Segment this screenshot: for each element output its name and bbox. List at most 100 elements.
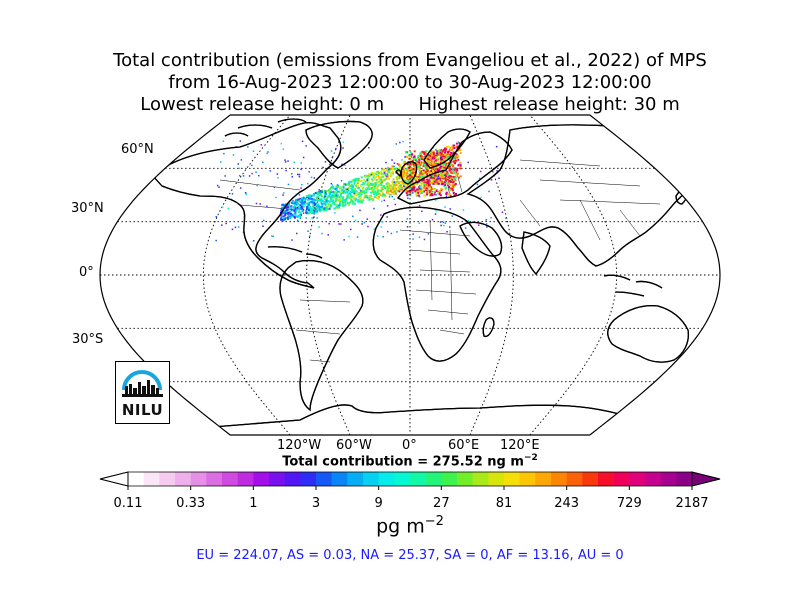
plume-cell (401, 188, 404, 191)
colorbar-tick-label: 2187 (675, 496, 709, 511)
plume-cell (452, 176, 455, 179)
coast-indonesia (603, 274, 663, 297)
plume-cell (434, 190, 436, 193)
plume-cell (448, 186, 451, 189)
plume-cell (459, 175, 462, 178)
plume-cell (383, 172, 386, 174)
plume-cell (304, 221, 307, 224)
plume-cell (388, 168, 390, 171)
plume-cell (231, 193, 234, 195)
plume-cell (479, 170, 482, 173)
plume-cell (337, 204, 340, 207)
plume-cell (415, 193, 418, 196)
plume-cell (428, 154, 430, 156)
plume-cell (407, 193, 410, 196)
plume-cell (405, 183, 408, 186)
plume-cell (353, 194, 356, 197)
plume-cell (218, 186, 220, 188)
plume-cell (449, 175, 452, 178)
plume-cell (327, 234, 329, 236)
plume-cell (413, 155, 416, 158)
plume-cell (432, 193, 435, 196)
plume-cell (449, 154, 452, 156)
plume-cell (292, 214, 295, 217)
plume-cell (244, 192, 247, 194)
plume-cell (305, 202, 308, 205)
plume-cell (443, 159, 446, 162)
plume-cell (445, 175, 447, 178)
plume-cell (430, 176, 433, 178)
plume-cell (411, 174, 414, 177)
plume-cell (354, 199, 357, 202)
plume-cell (419, 172, 422, 175)
plume-cell (443, 166, 446, 169)
meridian-line (202, 115, 291, 435)
plume-cell (432, 175, 435, 178)
plume-cell (451, 145, 454, 148)
plume-cell (284, 159, 286, 161)
plume-cell (467, 161, 469, 164)
colorbar-tick-label: 81 (495, 496, 513, 511)
plume-cell (417, 176, 420, 178)
plume-cell (287, 212, 290, 215)
plume-cell (372, 176, 375, 179)
plume-cell (326, 206, 329, 209)
plume-cell (417, 194, 420, 197)
plume-cell (366, 179, 368, 181)
plume-cell (410, 176, 413, 179)
plume-cell (418, 165, 421, 168)
plume-cell (287, 203, 290, 206)
plume-cell (335, 194, 338, 197)
plume-cell (444, 151, 446, 154)
plume-cell (426, 164, 428, 167)
plume-cell (301, 209, 304, 212)
plume-cell (308, 212, 311, 215)
plume-cell (447, 153, 450, 156)
plume-cell (448, 165, 451, 168)
plume-cell (389, 175, 392, 177)
plume-cell (277, 177, 279, 179)
plume-cell (418, 179, 420, 182)
plume-cell (429, 181, 432, 184)
plume-cell (381, 168, 384, 171)
plume-cell (462, 209, 465, 211)
plume-cell (355, 197, 358, 200)
plume-cell (434, 183, 437, 185)
plume-cell (379, 189, 382, 192)
plume-cell (430, 167, 433, 170)
plume-cell (452, 157, 455, 160)
plume-cell (435, 162, 438, 165)
plume-cell (335, 198, 338, 201)
plume-cell (356, 236, 359, 238)
plume-cell (440, 183, 443, 186)
plume-cell (335, 185, 338, 188)
plume-cell (221, 206, 224, 209)
plume-cell (421, 189, 424, 192)
plume-cell (404, 179, 407, 182)
plume-cell (368, 147, 370, 149)
plume-cell (362, 199, 365, 202)
plume-cell (490, 217, 492, 219)
plume-cell (442, 171, 445, 174)
plume-cell (441, 161, 444, 164)
plume-cell (335, 189, 338, 191)
plume-cell (411, 185, 414, 188)
plume-cell (403, 170, 405, 173)
plume-cell (393, 181, 395, 183)
plume-cell (259, 203, 261, 205)
plume-cell (359, 193, 362, 196)
plume-cell (458, 142, 461, 145)
plume-cell (410, 172, 413, 175)
plume-cell (444, 188, 447, 191)
plume-cell (308, 201, 311, 204)
plume-cell (344, 164, 346, 166)
plume-cell (316, 197, 318, 199)
coast-new-zealand (693, 357, 708, 378)
plume-cell (436, 178, 438, 181)
colorbar-segment (660, 472, 677, 486)
colorbar-segment (519, 472, 536, 486)
plume-cell (413, 178, 416, 181)
plume-cell (295, 215, 298, 218)
plume-cell (343, 204, 346, 207)
plume-cell (384, 174, 387, 176)
